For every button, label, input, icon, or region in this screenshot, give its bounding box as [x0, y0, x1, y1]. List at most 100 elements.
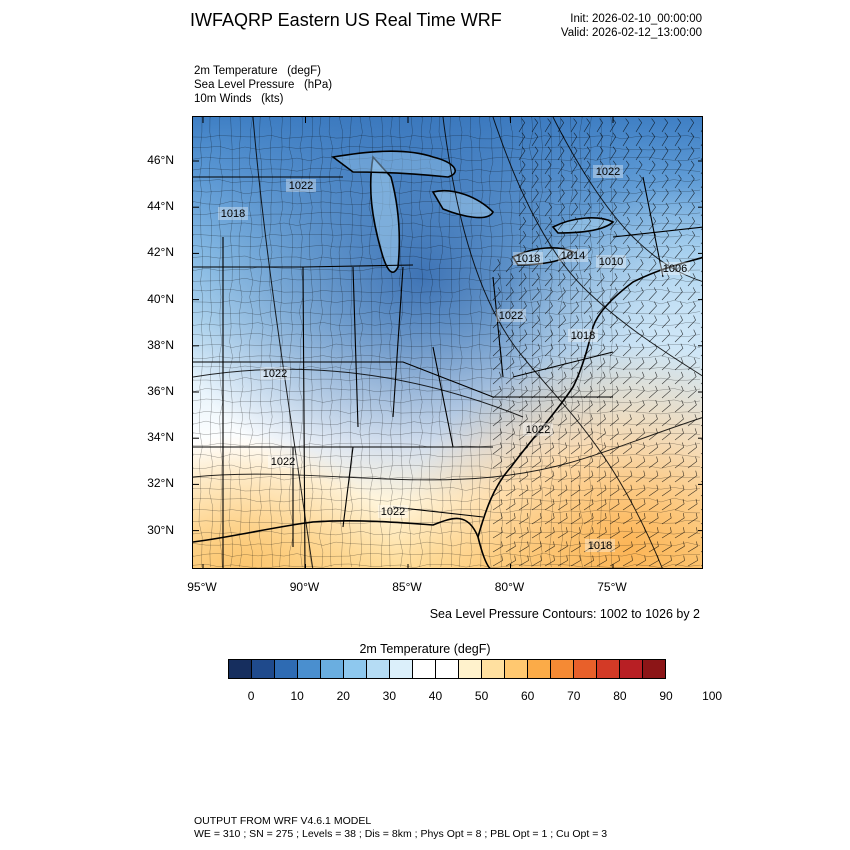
wind-barb — [505, 287, 514, 301]
wind-barb — [570, 385, 580, 399]
wind-barb — [544, 329, 554, 343]
wind-barb — [531, 428, 541, 441]
wind-barb — [557, 216, 566, 231]
wind-barb — [622, 287, 631, 301]
wind-barb — [596, 230, 605, 245]
wind-barb — [570, 371, 580, 385]
wind-barb — [661, 470, 672, 483]
wind-barb — [583, 555, 594, 567]
wind-barb — [609, 498, 620, 511]
wind-barb — [583, 216, 592, 231]
wind-barb — [518, 428, 528, 441]
wind-barb — [622, 188, 630, 203]
wind-barb — [648, 456, 659, 469]
wind-barb — [648, 244, 657, 259]
wind-barb — [505, 456, 516, 469]
wind-barb — [635, 527, 646, 539]
wind-barb — [622, 484, 633, 497]
wind-barb — [674, 527, 685, 539]
wind-barb — [492, 498, 503, 511]
wind-barb — [583, 357, 593, 371]
colorbar-tick-label: 20 — [336, 689, 350, 703]
wind-barb — [583, 202, 591, 217]
wind-barb — [674, 541, 685, 553]
wind-barb — [570, 442, 581, 455]
wind-barb — [661, 118, 669, 133]
colorbar-swatch — [298, 660, 321, 678]
wind-barb — [557, 202, 565, 217]
wind-barb — [648, 287, 657, 301]
wind-barb — [492, 414, 502, 427]
wind-barb — [557, 541, 568, 553]
lat-label: 44°N — [147, 199, 174, 214]
wind-barb — [518, 202, 526, 217]
wind-barb — [570, 216, 579, 231]
wind-barb — [635, 555, 646, 567]
colorbar-swatch — [482, 660, 505, 678]
wind-barb — [544, 456, 555, 469]
wind-barb — [635, 541, 646, 553]
wind-barb — [674, 188, 682, 203]
wind-barb — [622, 414, 632, 427]
colorbar-tick-label: 10 — [290, 689, 304, 703]
wind-barb — [609, 146, 617, 161]
wind-barb — [570, 273, 579, 287]
wind-barb — [544, 442, 555, 455]
wind-barb — [622, 541, 633, 553]
wind-barb — [648, 118, 656, 133]
colorbar-swatch — [229, 660, 252, 678]
wind-barb — [583, 315, 592, 329]
wind-barb — [687, 527, 698, 539]
wind-barb — [492, 456, 503, 469]
wind-barb — [557, 456, 568, 469]
wind-barb — [687, 428, 697, 441]
wind-barb — [544, 287, 553, 301]
wind-barb — [609, 230, 618, 245]
wind-barb — [557, 315, 566, 329]
wind-barb — [531, 555, 542, 567]
wind-barb — [518, 414, 528, 427]
wind-barb — [687, 414, 697, 427]
wind-barb — [661, 541, 672, 553]
wind-barb — [661, 399, 671, 413]
wind-barb — [505, 513, 516, 525]
colorbar-swatch — [413, 660, 436, 678]
wind-barb — [661, 371, 671, 385]
wind-barb — [583, 385, 593, 399]
wind-barb — [505, 329, 515, 343]
wind-barb — [583, 329, 593, 343]
wind-barb — [674, 385, 684, 399]
wind-barb — [505, 315, 514, 329]
wind-barb — [518, 188, 526, 203]
wind-barb — [570, 202, 578, 217]
wind-barb — [609, 541, 620, 553]
wind-barb — [687, 555, 698, 567]
wind-barb — [674, 513, 685, 525]
wind-barb — [570, 301, 579, 315]
wind-barb — [531, 216, 540, 231]
wind-barb — [544, 118, 552, 133]
wind-barb — [687, 385, 697, 399]
contour-note: Sea Level Pressure Contours: 1002 to 102… — [429, 607, 700, 621]
wind-barb — [583, 442, 594, 455]
wind-barb — [635, 287, 644, 301]
wind-barb — [674, 456, 685, 469]
colorbar-tick-label: 60 — [520, 689, 535, 703]
wind-barb — [687, 513, 698, 525]
wind-barb — [544, 188, 552, 203]
wind-barb — [609, 202, 617, 217]
wind-barb — [674, 230, 683, 245]
wind-barb — [648, 202, 656, 217]
wind-barb — [505, 273, 514, 287]
wind-barb — [609, 132, 617, 147]
wind-barb — [674, 132, 682, 147]
wind-barb — [609, 301, 618, 315]
wind-barb — [674, 498, 685, 511]
wind-barb — [622, 527, 633, 539]
wind-barb — [674, 442, 685, 455]
wind-barb — [492, 371, 502, 385]
wind-barb — [570, 146, 578, 161]
pressure-contours — [193, 117, 702, 568]
wind-barb — [583, 174, 591, 189]
wind-barb — [557, 146, 565, 161]
